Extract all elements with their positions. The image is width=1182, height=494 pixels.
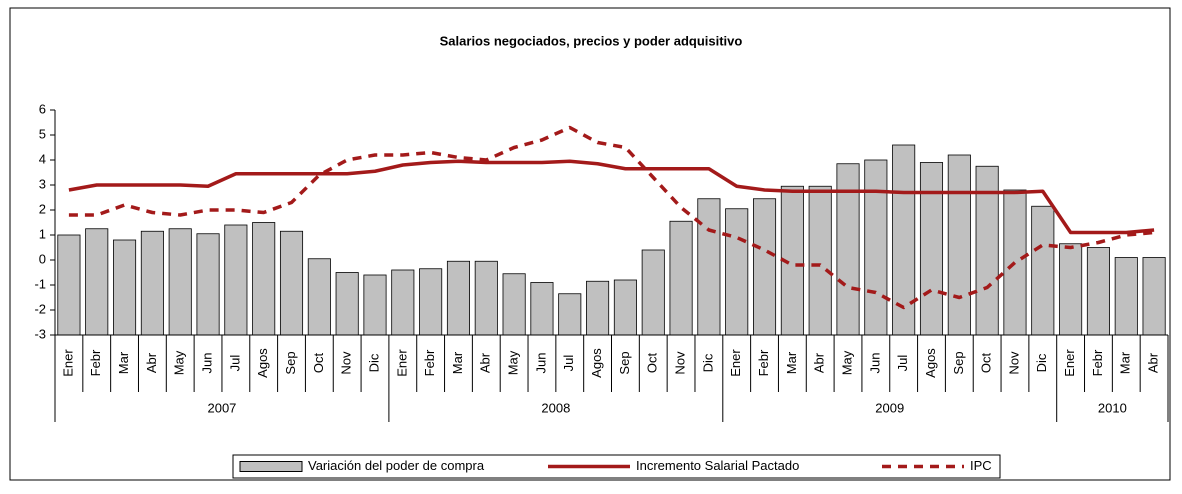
bar	[1031, 205, 1055, 336]
bar	[753, 198, 777, 336]
y-tick-label: -1	[34, 276, 46, 291]
bar	[391, 269, 415, 336]
x-tick-label: Sep	[951, 351, 966, 374]
x-tick-label: Dic	[1034, 353, 1049, 372]
y-tick-label: 5	[39, 126, 46, 141]
bar	[919, 162, 944, 336]
x-tick-label: May	[172, 350, 187, 375]
x-tick-label: Nov	[339, 351, 354, 375]
x-tick-label: Ener	[394, 349, 409, 377]
x-tick-label: May	[506, 350, 521, 375]
group-label: 2010	[1098, 400, 1127, 415]
bar	[947, 154, 971, 336]
bar	[864, 159, 888, 336]
x-tick-label: Sep	[283, 351, 298, 374]
bar	[641, 249, 665, 336]
x-tick-label: Mar	[450, 351, 465, 374]
y-tick-label: 6	[39, 101, 46, 116]
x-tick-label: Ener	[1062, 349, 1077, 377]
bar	[85, 228, 109, 336]
x-tick-label: Abr	[478, 352, 493, 373]
x-tick-label: Dic	[700, 353, 715, 372]
bar	[669, 220, 693, 336]
bar	[196, 233, 220, 336]
x-tick-label: Jun	[867, 353, 882, 374]
x-tick-label: Abr	[1146, 352, 1161, 373]
x-tick-label: Dic	[366, 353, 381, 372]
x-tick-label: Ener	[728, 349, 743, 377]
x-tick-label: Mar	[1118, 351, 1133, 374]
bar	[836, 163, 860, 336]
x-tick-label: Abr	[812, 352, 827, 373]
x-tick-label: Agos	[255, 348, 270, 378]
y-tick-label: -3	[34, 326, 46, 341]
bar	[474, 260, 498, 336]
x-tick-label: Jul	[895, 355, 910, 372]
bar	[586, 280, 610, 336]
bar	[57, 234, 81, 336]
legend-label: Incremento Salarial Pactado	[636, 458, 799, 473]
x-tick-label: Ener	[60, 349, 75, 377]
x-tick-label: Agos	[589, 348, 604, 378]
bar	[307, 258, 331, 336]
legend-label: IPC	[970, 458, 992, 473]
bar	[697, 198, 721, 336]
x-tick-label: Nov	[1006, 351, 1021, 375]
x-tick-label: Abr	[144, 352, 159, 373]
bar	[1142, 257, 1166, 336]
bar	[335, 272, 359, 336]
x-tick-label: Oct	[311, 353, 326, 374]
x-tick-label: Agos	[923, 348, 938, 378]
x-tick-label: Febr	[756, 349, 771, 376]
bar	[613, 279, 637, 336]
x-tick-label: Febr	[88, 349, 103, 376]
bar	[279, 230, 304, 336]
x-tick-label: Mar	[116, 351, 131, 374]
x-tick-label: Jun	[533, 353, 548, 374]
group-label: 2007	[207, 400, 236, 415]
x-tick-label: Jun	[199, 353, 214, 374]
x-tick-label: Sep	[617, 351, 632, 374]
x-tick-label: Mar	[784, 351, 799, 374]
bar	[1114, 257, 1138, 336]
x-tick-label: Jul	[227, 355, 242, 372]
bar	[446, 260, 470, 336]
bar	[558, 293, 582, 336]
bar	[113, 239, 137, 336]
y-tick-label: -2	[34, 301, 46, 316]
bar	[725, 208, 749, 336]
bar	[530, 282, 554, 336]
bar	[1059, 243, 1083, 336]
bar	[224, 224, 248, 336]
y-tick-label: 1	[39, 226, 46, 241]
bar	[808, 185, 832, 336]
chart-title: Salarios negociados, precios y poder adq…	[440, 33, 743, 48]
bar	[252, 222, 276, 336]
bar	[502, 273, 526, 336]
x-tick-label: Nov	[673, 351, 688, 375]
bar	[419, 268, 443, 336]
bar	[140, 230, 164, 336]
bar	[363, 274, 387, 336]
x-tick-label: Febr	[1090, 349, 1105, 376]
group-label: 2008	[541, 400, 570, 415]
y-tick-label: 4	[39, 151, 46, 166]
bar	[168, 228, 192, 336]
legend-label: Variación del poder de compra	[308, 458, 485, 473]
bar	[1003, 189, 1027, 336]
legend-swatch	[239, 461, 303, 472]
x-tick-label: Febr	[422, 349, 437, 376]
x-tick-label: May	[839, 350, 854, 375]
x-tick-label: Jul	[561, 355, 576, 372]
y-tick-label: 3	[39, 176, 46, 191]
x-tick-label: Oct	[979, 353, 994, 374]
bar	[1086, 247, 1110, 336]
y-tick-label: 2	[39, 201, 46, 216]
dashed-line	[68, 125, 1155, 310]
x-tick-label: Oct	[645, 353, 660, 374]
line	[68, 159, 1155, 235]
group-label: 2009	[875, 400, 904, 415]
y-tick-label: 0	[39, 251, 46, 266]
